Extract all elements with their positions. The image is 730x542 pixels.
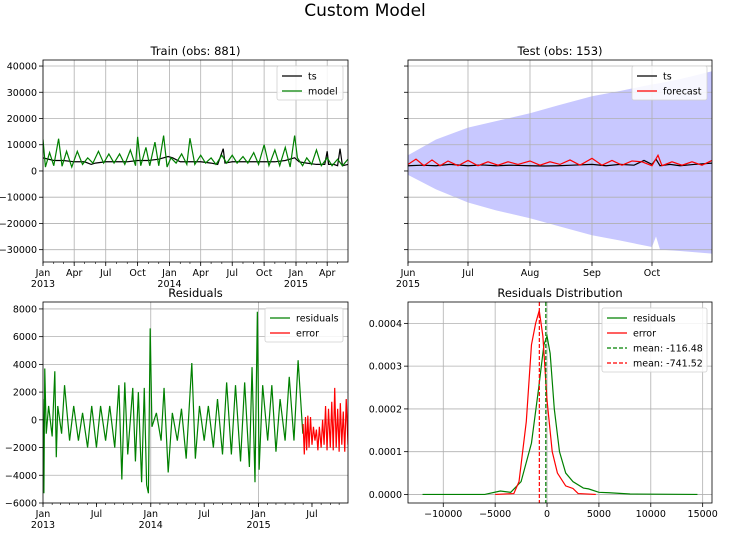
subplot-4: Residuals Distribution −10000 −5000 0 5000 10… bbox=[369, 286, 718, 520]
legend-label: mean: -116.48 bbox=[633, 344, 703, 355]
y-tick-label: 0.0001 bbox=[369, 447, 402, 458]
y-tick-label: −2000 bbox=[5, 443, 37, 454]
x-tick-label: Oct bbox=[256, 268, 273, 279]
subplot-title: Test (obs: 153) bbox=[516, 44, 602, 58]
legend: ts forecast bbox=[631, 65, 708, 101]
series-line-residuals bbox=[422, 333, 698, 496]
legend-box bbox=[601, 307, 708, 373]
x-tick-label: −10000 bbox=[424, 509, 462, 520]
y-tick-label: 40000 bbox=[7, 62, 37, 73]
y-tick-label: 0 bbox=[31, 166, 37, 177]
x-tick-label: Oct bbox=[129, 268, 146, 279]
axes-frame bbox=[42, 59, 349, 263]
x-tick-label: Jan bbox=[161, 268, 177, 279]
figure-title: Custom Model bbox=[304, 1, 426, 21]
y-tick-label: 2000 bbox=[13, 388, 37, 399]
legend: residuals error bbox=[264, 307, 344, 343]
x-tick-year-label: 2013 bbox=[31, 520, 55, 531]
series-line-error bbox=[495, 310, 596, 496]
x-tick-label: Jul bbox=[226, 268, 238, 279]
legend-label: ts bbox=[663, 72, 672, 83]
y-tick-label: 0.0000 bbox=[369, 490, 402, 501]
legend-label: residuals bbox=[633, 314, 676, 325]
x-tick-year-label: 2014 bbox=[139, 520, 163, 531]
x-tick-year-label: 2015 bbox=[396, 279, 420, 290]
legend: residuals error mean: -116.48 mean: -741.52 bbox=[601, 307, 708, 373]
x-tick-label: Jul bbox=[197, 509, 209, 520]
x-tick-label: Jan bbox=[35, 509, 51, 520]
x-tick-label: Apr bbox=[192, 268, 209, 279]
y-tick-label: 0.0002 bbox=[369, 404, 402, 415]
x-tick-label: Apr bbox=[66, 268, 83, 279]
series-line-model bbox=[43, 135, 348, 169]
x-tick-label: Jul bbox=[90, 509, 102, 520]
x-tick-label: 10000 bbox=[636, 509, 666, 520]
legend-label: mean: -741.52 bbox=[633, 359, 703, 370]
series-line-error bbox=[302, 387, 348, 455]
y-tick-label: 6000 bbox=[13, 332, 37, 343]
x-tick-label: Sep bbox=[583, 268, 601, 279]
subplot-title: Residuals Distribution bbox=[497, 286, 622, 300]
y-tick-label: 0.0004 bbox=[369, 319, 402, 330]
x-tick-label: Jan bbox=[35, 268, 51, 279]
axes-frame bbox=[407, 301, 713, 504]
y-tick-label: 20000 bbox=[7, 114, 37, 125]
x-tick-label: Jul bbox=[305, 509, 317, 520]
y-tick-label: −6000 bbox=[5, 499, 37, 510]
x-tick-label: Jul bbox=[99, 268, 111, 279]
y-tick-label: 10000 bbox=[7, 140, 37, 151]
y-tick-label: 0.0003 bbox=[369, 362, 402, 373]
y-tick-label: −4000 bbox=[5, 471, 37, 482]
x-tick-year-label: 2015 bbox=[284, 279, 308, 290]
series-line-residuals bbox=[43, 311, 304, 494]
x-tick-label: 5000 bbox=[587, 509, 611, 520]
x-tick-label: Oct bbox=[644, 268, 661, 279]
x-tick-label: Apr bbox=[319, 268, 336, 279]
subplot-title: Train (obs: 881) bbox=[149, 44, 240, 58]
x-tick-label: 0 bbox=[544, 509, 550, 520]
series-line-forecast bbox=[408, 153, 712, 167]
y-tick-label: 0 bbox=[31, 415, 37, 426]
subplot-title: Residuals bbox=[168, 286, 223, 300]
y-tick-label: 8000 bbox=[13, 304, 37, 315]
legend-label: forecast bbox=[663, 87, 702, 98]
legend-label: error bbox=[633, 329, 656, 340]
x-tick-year-label: 2013 bbox=[31, 279, 55, 290]
x-tick-label: Jan bbox=[142, 509, 158, 520]
confidence-interval bbox=[408, 71, 712, 254]
y-tick-label: 30000 bbox=[7, 88, 37, 99]
y-tick-label: −10000 bbox=[0, 193, 37, 204]
legend-label: ts bbox=[308, 72, 317, 83]
y-tick-label: −30000 bbox=[0, 245, 37, 256]
x-tick-label: 15000 bbox=[688, 509, 718, 520]
x-tick-label: Jul bbox=[461, 268, 473, 279]
x-tick-label: −5000 bbox=[479, 509, 511, 520]
x-tick-label: Jan bbox=[250, 509, 266, 520]
x-tick-year-label: 2015 bbox=[246, 520, 270, 531]
legend-label: model bbox=[308, 87, 338, 98]
axes-frame bbox=[407, 59, 713, 263]
x-tick-label: Jun bbox=[400, 268, 416, 279]
legend-label: error bbox=[296, 329, 319, 340]
x-tick-label: Aug bbox=[521, 268, 540, 279]
legend-label: residuals bbox=[296, 314, 339, 325]
y-tick-label: 4000 bbox=[13, 360, 37, 371]
y-tick-label: −20000 bbox=[0, 219, 37, 230]
x-tick-year-label: 2014 bbox=[157, 279, 181, 290]
x-tick-label: Jan bbox=[288, 268, 304, 279]
legend: ts model bbox=[276, 65, 344, 101]
